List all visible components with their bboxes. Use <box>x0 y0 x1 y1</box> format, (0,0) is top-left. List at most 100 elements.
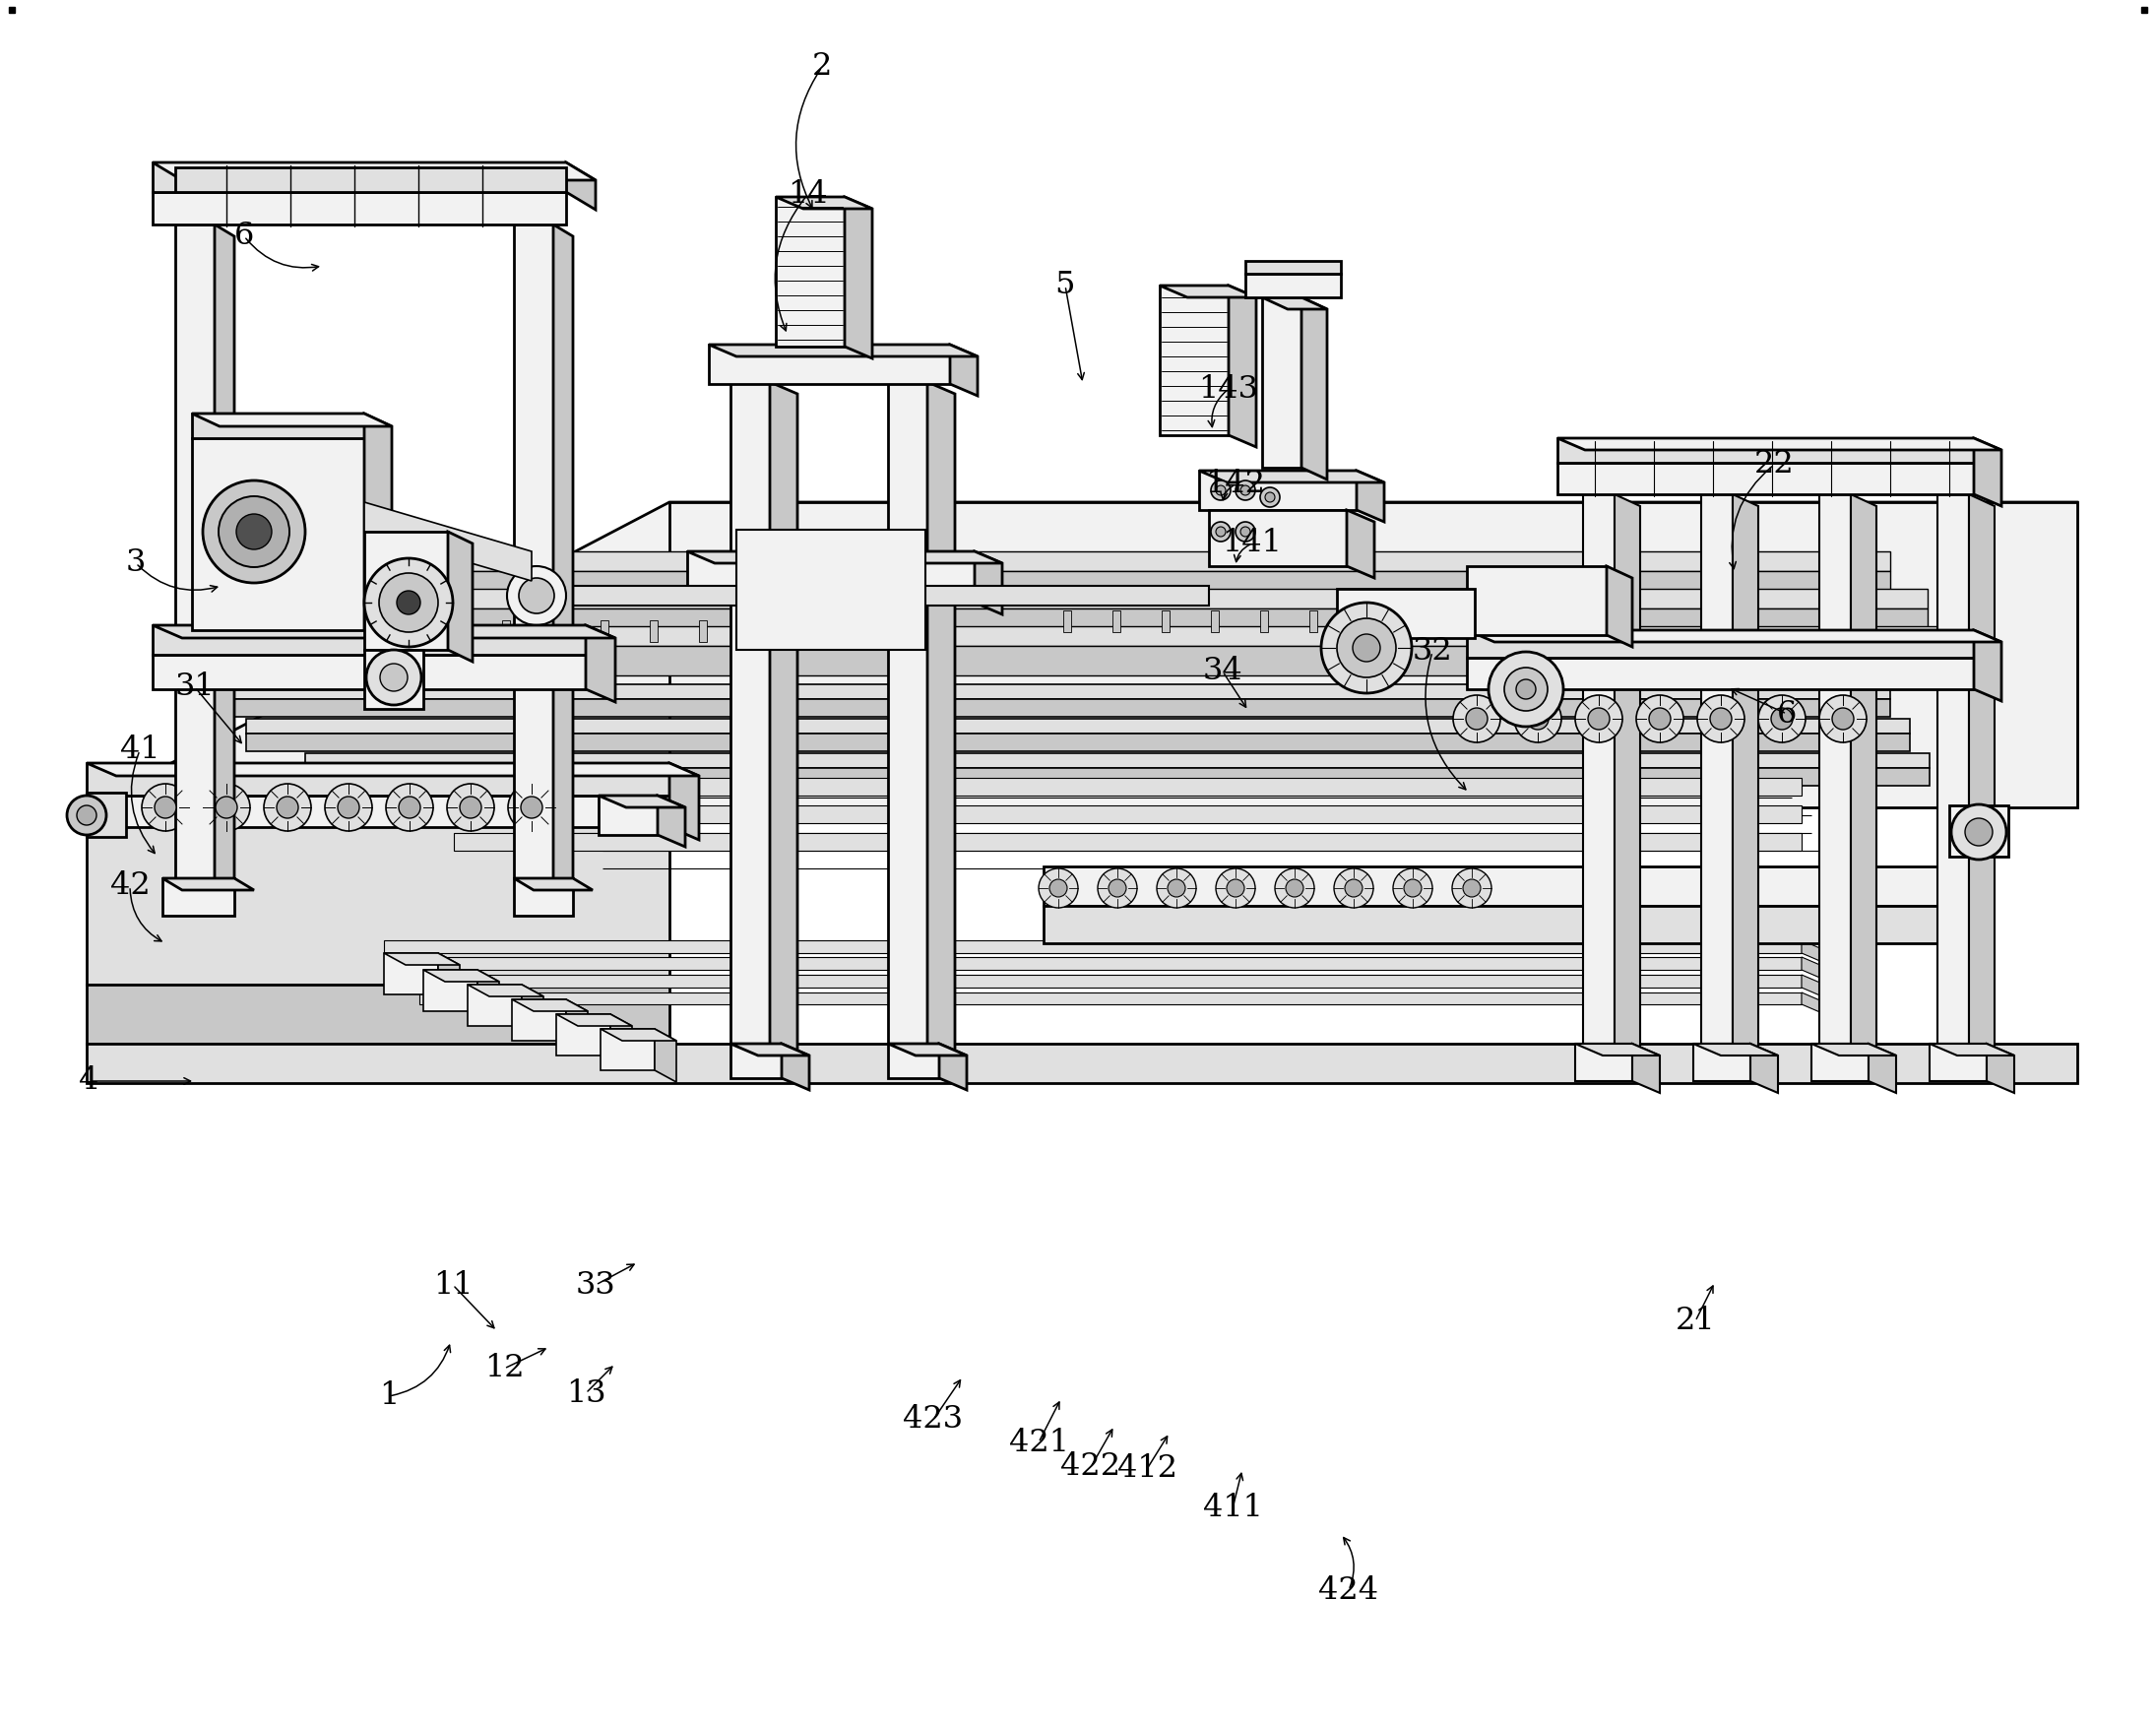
Text: 11: 11 <box>433 1269 472 1300</box>
Polygon shape <box>438 953 459 1007</box>
Polygon shape <box>1259 610 1268 632</box>
Text: 42: 42 <box>110 870 151 901</box>
Polygon shape <box>737 530 925 649</box>
Text: 12: 12 <box>485 1354 524 1383</box>
Circle shape <box>1464 879 1481 896</box>
Polygon shape <box>272 627 1964 646</box>
Circle shape <box>67 796 106 834</box>
Polygon shape <box>354 620 362 642</box>
Circle shape <box>1466 708 1488 729</box>
Circle shape <box>326 784 373 831</box>
Polygon shape <box>511 1000 589 1012</box>
Circle shape <box>1636 696 1684 743</box>
Polygon shape <box>423 971 500 981</box>
Polygon shape <box>246 734 1910 751</box>
Circle shape <box>203 480 306 584</box>
Text: 5: 5 <box>1054 269 1076 300</box>
Polygon shape <box>153 192 567 225</box>
Polygon shape <box>86 808 671 984</box>
Polygon shape <box>1302 297 1328 480</box>
Circle shape <box>459 796 481 819</box>
Polygon shape <box>407 974 1802 988</box>
Circle shape <box>1322 603 1412 693</box>
Polygon shape <box>1466 630 2001 642</box>
Circle shape <box>1285 879 1304 896</box>
Polygon shape <box>1811 1043 1869 1081</box>
Text: 21: 21 <box>1675 1306 1716 1337</box>
Circle shape <box>1710 708 1731 729</box>
Polygon shape <box>975 551 1003 615</box>
Polygon shape <box>1044 867 1960 907</box>
Circle shape <box>446 784 494 831</box>
Text: 14: 14 <box>787 180 828 211</box>
Polygon shape <box>567 1000 589 1052</box>
Polygon shape <box>192 439 364 630</box>
Polygon shape <box>162 879 235 915</box>
Polygon shape <box>1507 610 1514 632</box>
Circle shape <box>386 784 433 831</box>
Polygon shape <box>423 971 476 1012</box>
Polygon shape <box>1960 867 1986 955</box>
Polygon shape <box>599 796 658 834</box>
Polygon shape <box>1576 1043 1632 1081</box>
Polygon shape <box>770 382 798 1055</box>
Circle shape <box>1393 869 1432 908</box>
Text: 34: 34 <box>1203 656 1242 687</box>
Polygon shape <box>1930 1043 1986 1081</box>
Circle shape <box>1770 708 1794 729</box>
Text: 1: 1 <box>379 1382 399 1411</box>
Polygon shape <box>1701 494 1733 1043</box>
Circle shape <box>1240 485 1250 496</box>
Circle shape <box>1212 522 1231 542</box>
Polygon shape <box>783 1043 808 1090</box>
Circle shape <box>1227 879 1244 896</box>
Polygon shape <box>1632 1043 1660 1093</box>
Polygon shape <box>306 620 313 642</box>
Polygon shape <box>257 620 263 642</box>
Polygon shape <box>153 162 595 180</box>
Circle shape <box>1759 696 1805 743</box>
Polygon shape <box>1557 439 2001 451</box>
Polygon shape <box>1733 494 1759 1055</box>
Circle shape <box>379 573 438 632</box>
Polygon shape <box>207 620 216 642</box>
Circle shape <box>399 796 420 819</box>
Circle shape <box>1158 869 1197 908</box>
Polygon shape <box>1466 630 1975 658</box>
Text: 13: 13 <box>565 1378 606 1409</box>
Text: 2: 2 <box>813 52 832 83</box>
Circle shape <box>1212 480 1231 501</box>
Polygon shape <box>1358 610 1367 632</box>
Circle shape <box>1266 492 1274 503</box>
Polygon shape <box>153 655 586 689</box>
Polygon shape <box>1986 1043 2014 1093</box>
Text: 143: 143 <box>1199 373 1259 404</box>
Polygon shape <box>86 984 671 1043</box>
Polygon shape <box>610 1014 632 1067</box>
Circle shape <box>1820 696 1867 743</box>
Polygon shape <box>1604 610 1613 632</box>
Polygon shape <box>522 984 543 1038</box>
Polygon shape <box>655 1029 677 1083</box>
Polygon shape <box>1212 610 1218 632</box>
Polygon shape <box>1968 494 1994 1055</box>
Polygon shape <box>556 1014 632 1026</box>
Polygon shape <box>586 625 614 701</box>
Text: 141: 141 <box>1222 528 1283 560</box>
Polygon shape <box>649 620 658 642</box>
Polygon shape <box>1802 993 1828 1015</box>
Polygon shape <box>1246 273 1341 297</box>
Polygon shape <box>888 382 927 1043</box>
Polygon shape <box>1606 566 1632 648</box>
Circle shape <box>1216 527 1225 537</box>
Polygon shape <box>502 620 511 642</box>
Polygon shape <box>1160 285 1257 297</box>
Circle shape <box>1516 679 1535 699</box>
Text: 422: 422 <box>1061 1452 1121 1482</box>
Circle shape <box>1951 805 2007 860</box>
Circle shape <box>218 496 289 566</box>
Polygon shape <box>602 1029 677 1041</box>
Polygon shape <box>1348 509 1373 579</box>
Polygon shape <box>1802 957 1828 981</box>
Circle shape <box>367 649 420 705</box>
